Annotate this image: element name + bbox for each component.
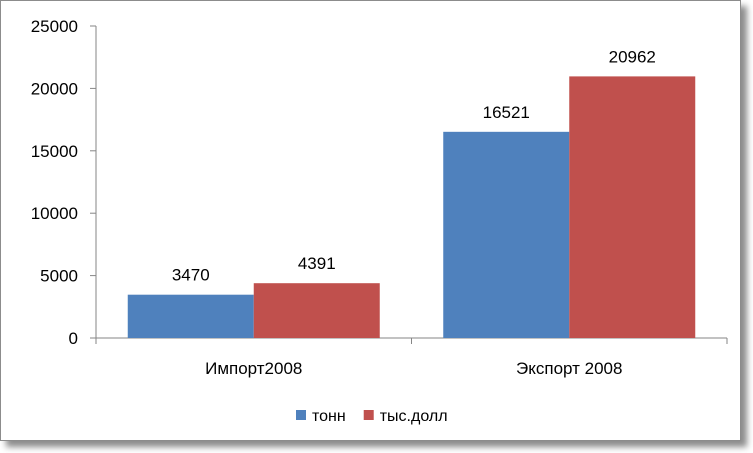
bar [127,294,254,338]
legend-label: тонн [312,408,346,425]
bar [569,76,696,339]
y-tick-label: 10000 [31,204,78,223]
legend-swatch [363,410,374,420]
data-label: 16521 [483,103,530,122]
y-tick-label: 0 [69,329,78,348]
bar [253,283,380,338]
legend-swatch [296,410,306,420]
y-tick-label: 20000 [31,79,78,98]
legend-label: тыс.долл [380,408,448,425]
data-label: 4391 [298,254,336,273]
y-tick-label: 5000 [40,267,78,286]
bar [443,131,570,338]
data-label: 3470 [172,266,210,285]
y-tick-label: 25000 [31,17,78,36]
y-tick-label: 15000 [31,142,78,161]
data-label: 20962 [609,47,656,66]
x-category-label: Импорт2008 [205,359,302,378]
x-category-label: Экспорт 2008 [516,359,622,378]
